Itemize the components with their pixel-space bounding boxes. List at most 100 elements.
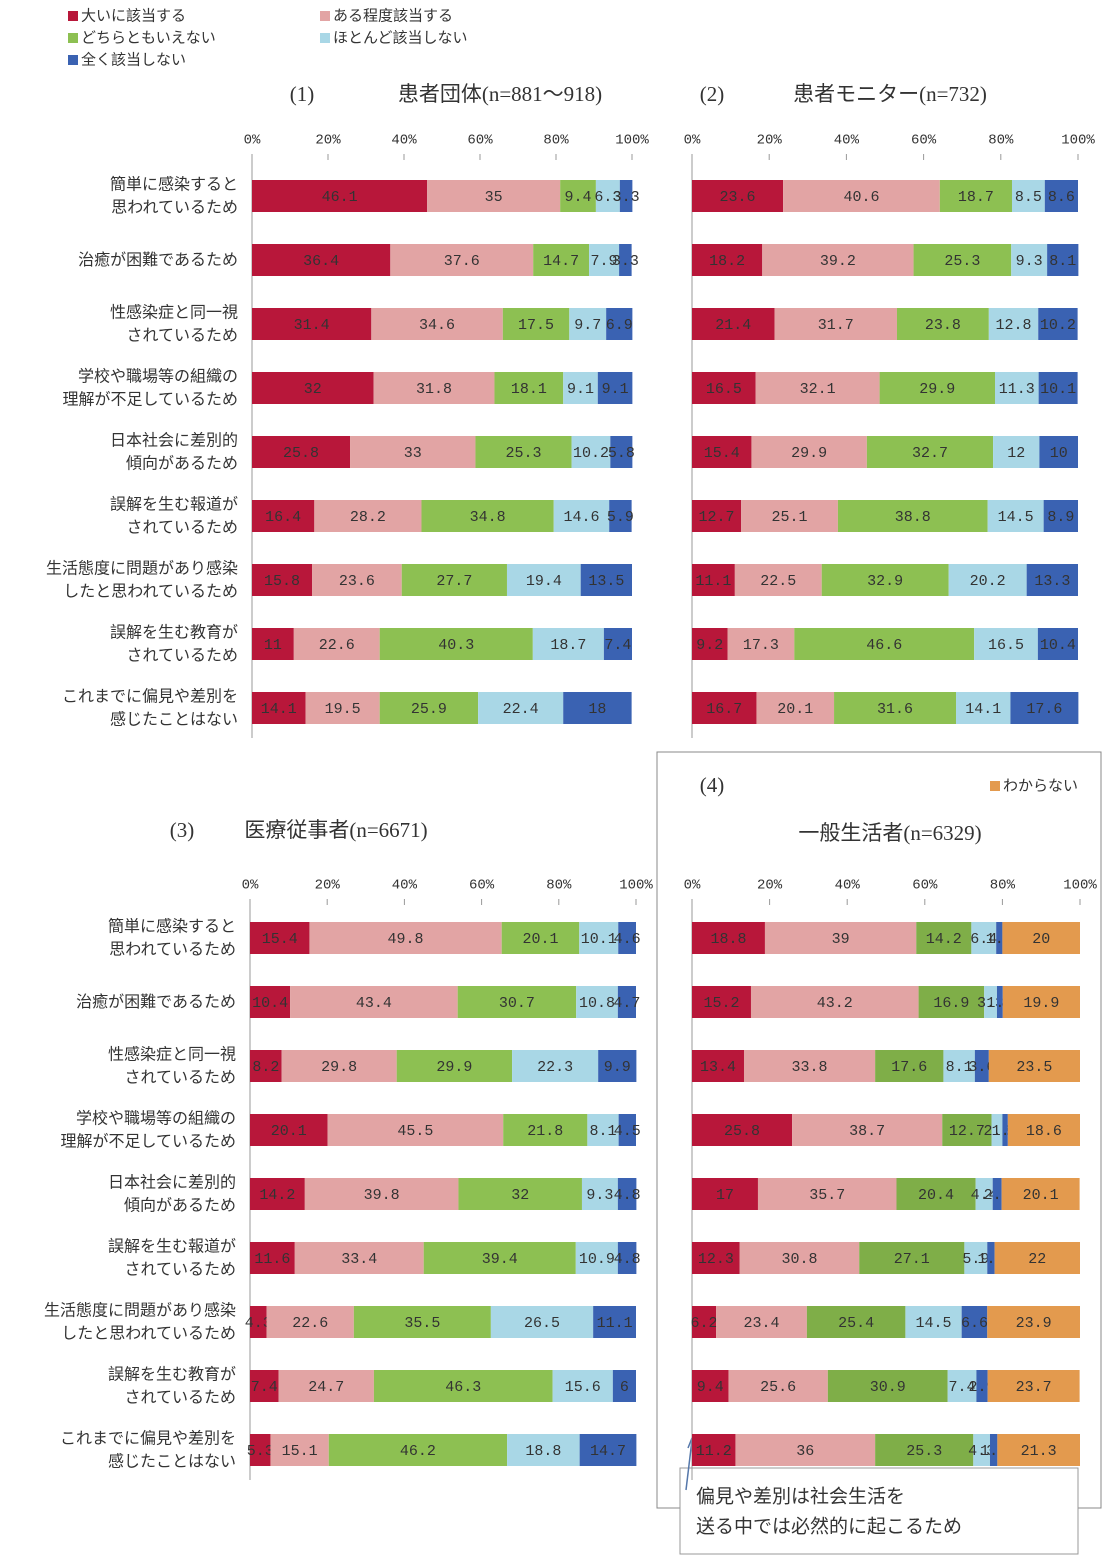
bar-segment — [692, 1242, 740, 1274]
value-label: 4.6 — [614, 931, 641, 948]
bar-segment — [971, 922, 997, 954]
value-label: 12.7 — [699, 509, 735, 526]
bar-segment — [512, 1050, 599, 1082]
legend-label: 大いに該当する — [81, 7, 186, 25]
bar-segment — [987, 500, 1044, 532]
bar-segment — [973, 1434, 990, 1466]
bar-segment — [457, 986, 577, 1018]
bar-segment — [987, 1242, 995, 1274]
bar-segment — [692, 1434, 736, 1466]
value-label: 36 — [796, 1443, 814, 1460]
value-label: 49.8 — [388, 931, 424, 948]
value-label: 19.9 — [1023, 995, 1059, 1012]
category-line: 感じたことはない — [108, 1451, 236, 1470]
value-label: 45.5 — [397, 1123, 433, 1140]
bar-segment — [692, 372, 756, 404]
value-label: 39 — [832, 931, 850, 948]
value-label: 40.3 — [438, 637, 474, 654]
value-label: 25.3 — [906, 1443, 942, 1460]
category-label: 日本社会に差別的傾向があるため — [110, 430, 238, 472]
bar-segment — [974, 628, 1038, 660]
bar-segment — [252, 244, 391, 276]
value-label: 21.4 — [715, 317, 751, 334]
bar-segment — [735, 1434, 876, 1466]
value-label: 9.1 — [567, 381, 594, 398]
bar-segment — [579, 922, 619, 954]
value-label: 8.6 — [1048, 189, 1075, 206]
value-label: 25.3 — [944, 253, 980, 270]
value-label: 30.9 — [870, 1379, 906, 1396]
bar-segment — [304, 1178, 459, 1210]
value-label: 7.4 — [949, 1379, 976, 1396]
category-line: されているため — [124, 1387, 236, 1406]
value-label: 12 — [1007, 445, 1025, 462]
value-label: 18.8 — [710, 931, 746, 948]
category-line: されているため — [124, 1259, 236, 1278]
bar-segment — [502, 308, 570, 340]
value-label: 39.4 — [482, 1251, 518, 1268]
bar-segment — [896, 308, 989, 340]
bar-segment — [1002, 1114, 1008, 1146]
bar-segment — [252, 180, 428, 212]
category-line: 学校や職場等の組織の — [76, 1108, 236, 1127]
value-label: 39.8 — [364, 1187, 400, 1204]
value-label: 29.9 — [919, 381, 955, 398]
x-tick-label: 80% — [543, 133, 569, 149]
bar-segment — [794, 628, 975, 660]
value-label: 23.7 — [1016, 1379, 1052, 1396]
value-label: 23.9 — [1016, 1315, 1052, 1332]
value-label: 29.8 — [321, 1059, 357, 1076]
category-label: 誤解を生む報道がされているため — [108, 1236, 236, 1278]
value-label: 27.1 — [894, 1251, 930, 1268]
category-label: 生活態度に問題があり感染したと思われているため — [46, 558, 238, 600]
category-line: 治癒が困難であるため — [78, 250, 238, 269]
value-label: 25.6 — [760, 1379, 796, 1396]
bar-segment — [503, 1114, 588, 1146]
bar-segment — [757, 1178, 897, 1210]
legend-swatch — [68, 11, 78, 21]
value-label: 10.1 — [581, 931, 617, 948]
bar-segment — [741, 500, 838, 532]
value-label: 21.3 — [1021, 1443, 1057, 1460]
bar-segment — [478, 692, 564, 724]
legend-swatch — [68, 33, 78, 43]
value-label: 11.6 — [254, 1251, 290, 1268]
value-label: 8.9 — [1047, 509, 1074, 526]
value-label: 9.2 — [696, 637, 723, 654]
value-label: 32.1 — [800, 381, 836, 398]
value-label: 40.6 — [843, 189, 879, 206]
bar-segment — [350, 436, 476, 468]
bar-segment — [252, 564, 313, 596]
value-label: 10.8 — [579, 995, 615, 1012]
value-label: 5.9 — [962, 1251, 989, 1268]
bar-segment — [293, 628, 380, 660]
value-label: 12.8 — [996, 317, 1032, 334]
value-label: 16.7 — [706, 701, 742, 718]
value-label: 31.4 — [294, 317, 330, 334]
x-tick-label: 100% — [1063, 878, 1097, 894]
value-label: 3.3 — [612, 253, 639, 270]
value-label: 43.2 — [817, 995, 853, 1012]
bar-segment — [618, 1114, 636, 1146]
x-tick-label: 80% — [990, 878, 1016, 894]
category-line: 性感染症と同一視 — [110, 302, 238, 321]
bar-segment — [373, 1370, 553, 1402]
legend-label: わからない — [1003, 777, 1078, 795]
value-label: 17.3 — [743, 637, 779, 654]
legend-swatch — [68, 55, 78, 65]
category-label: 生活態度に問題があり感染したと思われているため — [44, 1300, 236, 1342]
bar-segment — [916, 922, 972, 954]
bar-segment — [774, 308, 897, 340]
annotation: 偏見や差別は社会生活を — [696, 1486, 905, 1508]
bar-segment — [956, 692, 1011, 724]
legend-label: ある程度該当する — [333, 7, 453, 25]
value-label: 3.3 — [613, 189, 640, 206]
value-label: 5.9 — [607, 509, 634, 526]
bar-segment — [250, 986, 291, 1018]
bar-segment — [762, 244, 914, 276]
value-label: 10 — [1050, 445, 1068, 462]
x-tick-label: 40% — [391, 133, 417, 149]
bar-segment — [1038, 308, 1078, 340]
value-label: 21.8 — [527, 1123, 563, 1140]
